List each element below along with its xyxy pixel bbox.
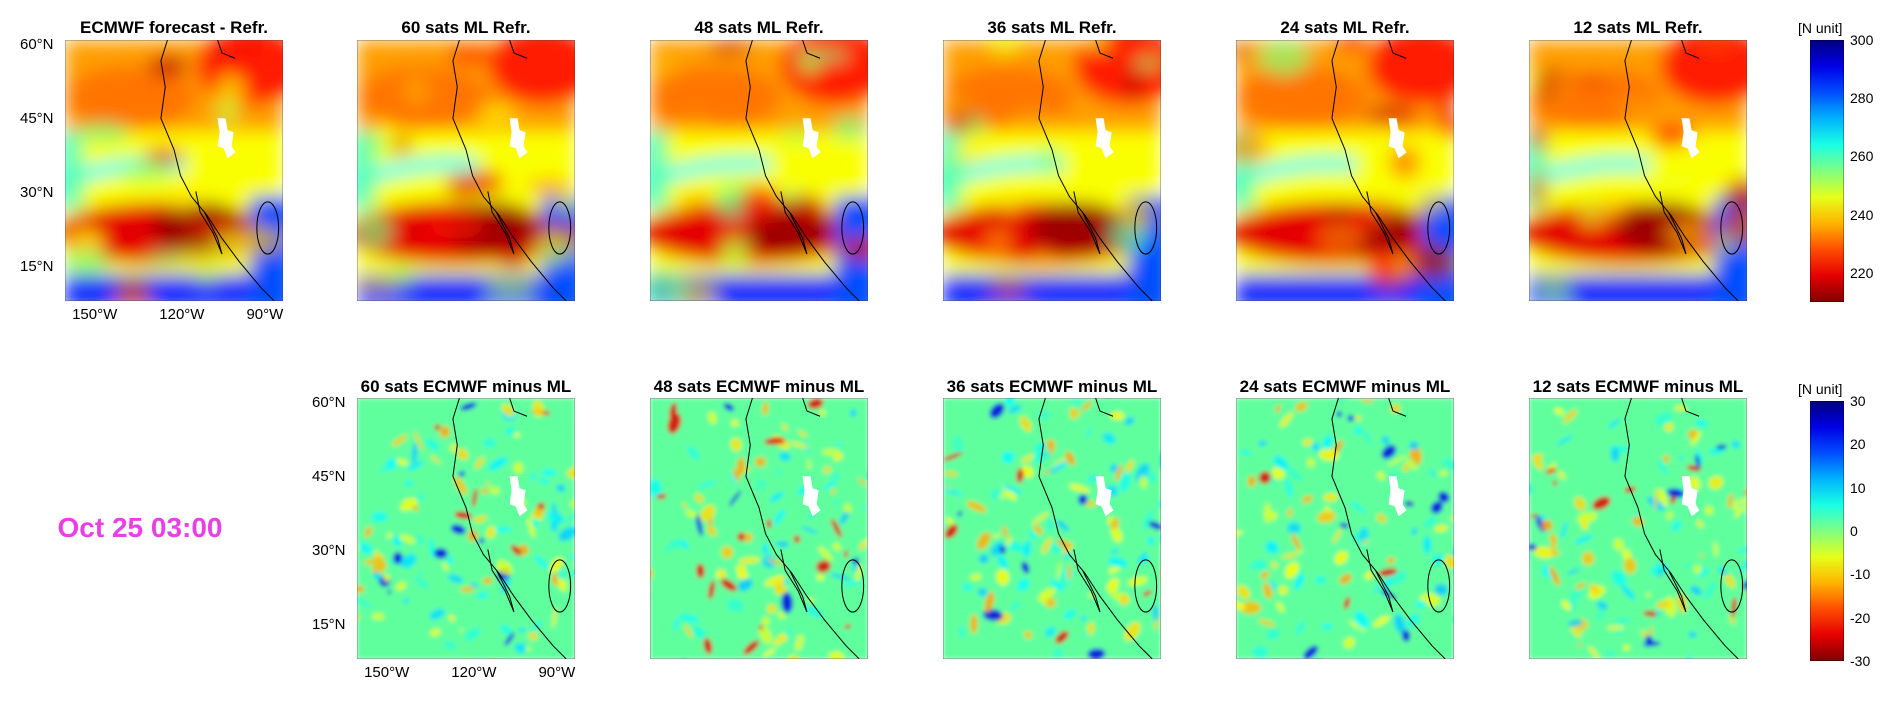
refr-panel-4: [1236, 40, 1454, 301]
refr-panel-title-1: 60 sats ML Refr.: [401, 18, 531, 37]
bottom-colorbar-tick-label: 0: [1850, 523, 1858, 539]
top-ytick-label: 60°N: [20, 35, 54, 53]
top-colorbar-tick-label: 280: [1850, 90, 1874, 107]
bottom-colorbar-tick-label: -10: [1850, 566, 1871, 583]
bottom-ytick-label: 45°N: [312, 467, 346, 485]
top-colorbar-tick-label: 240: [1850, 206, 1874, 223]
top-colorbar: [1810, 40, 1844, 302]
bottom-xtick-label: 150°W: [364, 664, 410, 681]
bottom-colorbar-tick-label: -20: [1850, 609, 1871, 626]
bottom-colorbar-tick-label: 10: [1850, 479, 1866, 496]
bottom-colorbar-tick-label: 20: [1850, 436, 1866, 453]
refr-panel-3: [943, 40, 1161, 301]
diff-panel-title-3: 24 sats ECMWF minus ML: [1239, 377, 1451, 396]
diff-panel-title-0: 60 sats ECMWF minus ML: [360, 377, 572, 396]
refr-panel-5: [1529, 40, 1747, 301]
bottom-xtick-label: 90°W: [538, 664, 576, 681]
diff-panel-title-2: 36 sats ECMWF minus ML: [946, 377, 1158, 396]
top-ytick-label: 45°N: [20, 109, 54, 127]
refr-panel-title-5: 12 sats ML Refr.: [1573, 18, 1703, 37]
bottom-ytick-label: 30°N: [312, 541, 346, 559]
top-ytick-label: 30°N: [20, 183, 54, 201]
top-colorbar-tick-label: 220: [1850, 264, 1874, 281]
date-label: Oct 25 03:00: [57, 512, 223, 543]
refr-panel-title-0: ECMWF forecast - Refr.: [80, 18, 268, 37]
bottom-colorbar-tick-label: -30: [1850, 653, 1871, 669]
diff-panel-title-4: 12 sats ECMWF minus ML: [1532, 377, 1744, 396]
bottom-colorbar-tick-label: 30: [1850, 393, 1866, 409]
refr-panel-title-3: 36 sats ML Refr.: [987, 18, 1117, 37]
diff-panel-0: [357, 398, 575, 659]
diff-panel-2: [943, 398, 1161, 659]
refr-panel-0: [65, 40, 283, 301]
diff-panel-1: [650, 398, 868, 659]
refr-panel-1: [357, 40, 575, 301]
top-ytick-label: 15°N: [20, 257, 54, 275]
bottom-ytick-label: 60°N: [312, 393, 346, 411]
diff-panel-title-1: 48 sats ECMWF minus ML: [653, 377, 865, 396]
top-colorbar-unit-label: [N unit]: [1798, 20, 1843, 36]
diff-panel-3: [1236, 398, 1454, 659]
refr-panel-title-2: 48 sats ML Refr.: [694, 18, 824, 37]
top-xtick-label: 150°W: [72, 306, 118, 323]
top-xtick-label: 120°W: [159, 306, 205, 323]
bottom-colorbar: [1810, 401, 1844, 661]
top-xtick-label: 90°W: [246, 306, 284, 323]
refr-panel-2: [650, 40, 868, 301]
top-colorbar-tick-label: 300: [1850, 32, 1874, 48]
refr-panel-title-4: 24 sats ML Refr.: [1280, 18, 1410, 37]
bottom-xtick-label: 120°W: [451, 664, 497, 681]
bottom-ytick-label: 15°N: [312, 615, 346, 633]
diff-panel-4: [1529, 398, 1747, 659]
top-colorbar-tick-label: 260: [1850, 148, 1874, 165]
bottom-colorbar-unit-label: [N unit]: [1798, 381, 1843, 397]
